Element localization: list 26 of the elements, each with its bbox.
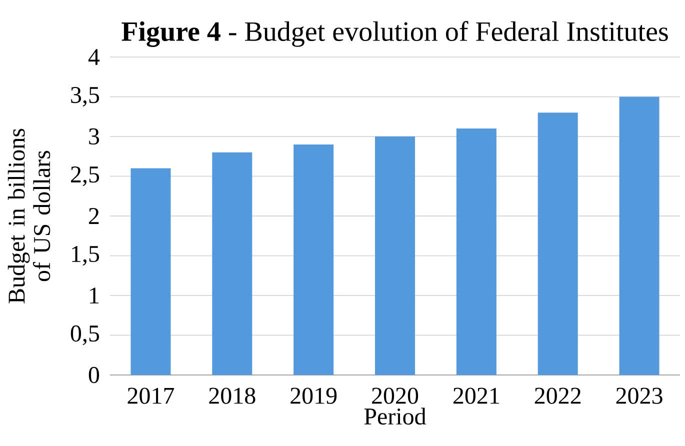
bar — [130, 168, 171, 375]
y-tick-label: 1,5 — [72, 246, 100, 266]
bar — [212, 152, 252, 375]
x-tick-label: 2019 — [290, 388, 337, 404]
x-axis-title: Period — [364, 408, 426, 425]
x-tick-label: 2022 — [534, 388, 581, 404]
y-tick-label: 2 — [89, 208, 99, 224]
y-tick-label: 0 — [88, 366, 100, 384]
x-tick-label: 2020 — [372, 388, 418, 404]
bar — [294, 144, 334, 375]
x-tick-label: 2021 — [453, 388, 499, 404]
bar — [619, 96, 660, 375]
x-tick-label: 2018 — [209, 388, 256, 404]
y-tick-label: 0,5 — [70, 325, 100, 346]
y-axis-title: Budget in billions of US dollars — [8, 128, 50, 304]
chart-title: Figure 4 - Budget evolution of Federal Institutes — [122, 21, 668, 47]
bar — [538, 112, 578, 375]
bar — [374, 136, 415, 375]
y-tick-label: 3,5 — [71, 86, 100, 107]
bar — [456, 128, 496, 375]
y-tick-label: 2,5 — [71, 166, 100, 186]
y-tick-label: 4 — [88, 49, 100, 65]
x-tick-label: 2023 — [616, 388, 662, 404]
y-tick-label: 3 — [89, 128, 100, 145]
y-tick-label: 1 — [90, 288, 99, 304]
x-tick-label: 2017 — [128, 388, 174, 404]
